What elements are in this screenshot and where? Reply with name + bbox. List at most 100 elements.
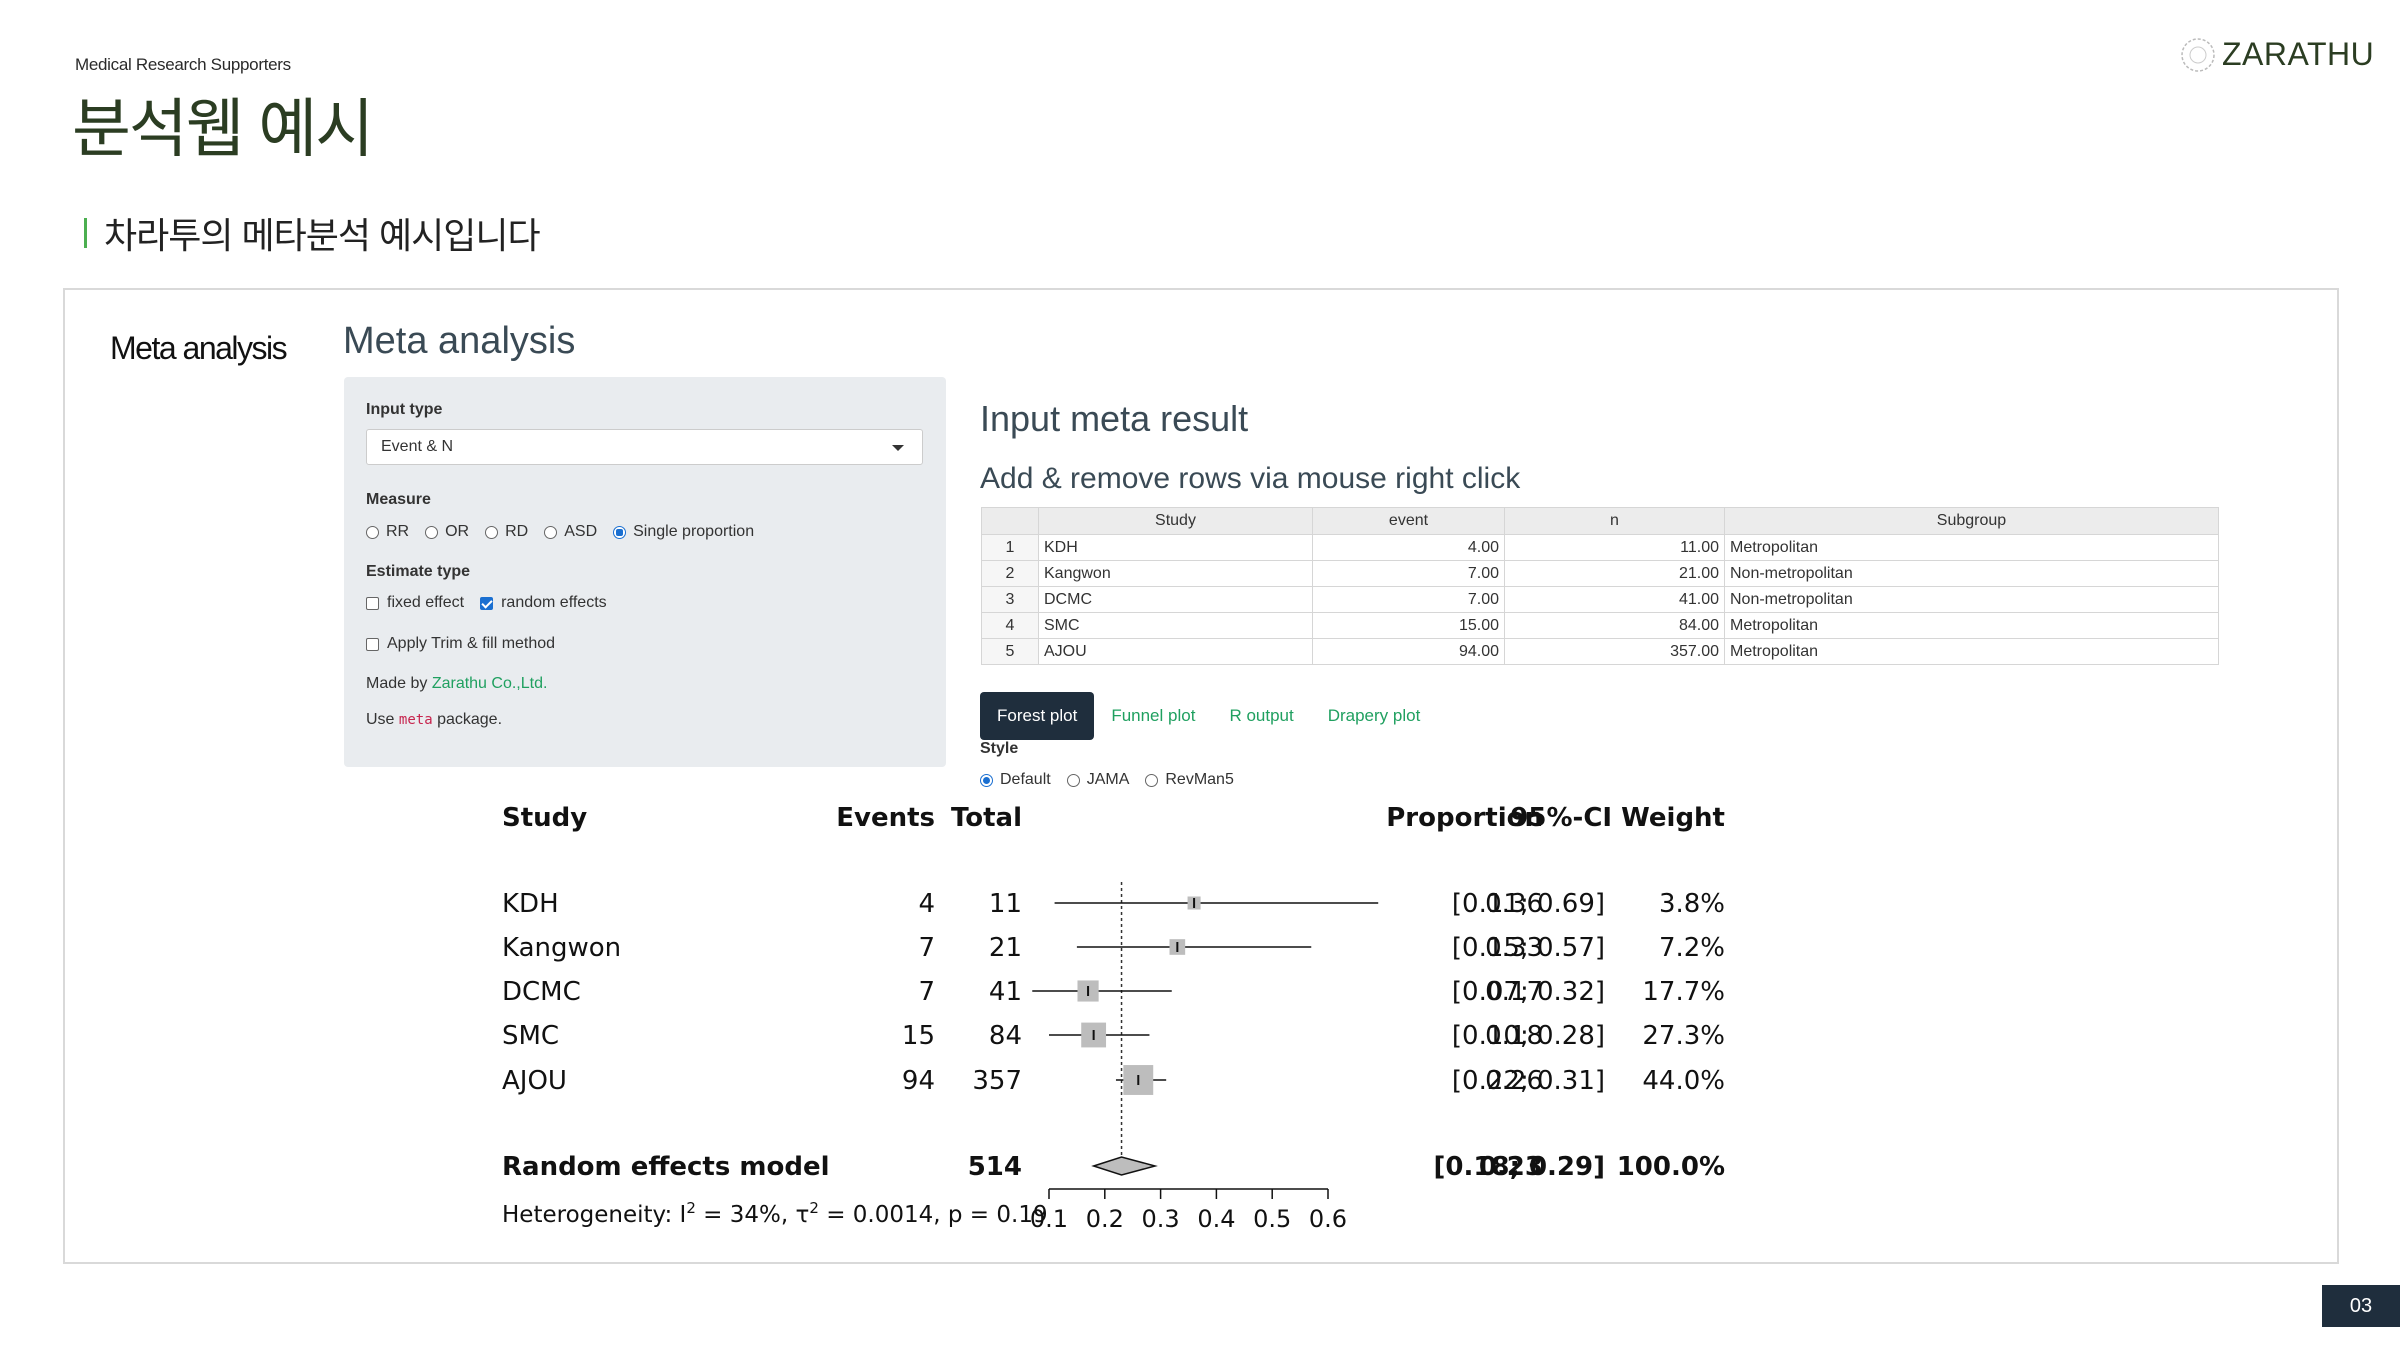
result-subtitle: Add & remove rows via mouse right click: [980, 462, 1521, 495]
made-by-text: Made by Zarathu Co.,Ltd.: [366, 675, 548, 692]
random-effects-checkbox[interactable]: random effects: [480, 594, 607, 612]
radio-icon: [1066, 773, 1080, 787]
study-weight: 17.7%: [1642, 977, 1725, 1007]
cell-subgroup[interactable]: Non-metropolitan: [1724, 586, 2219, 613]
measure-option-rd[interactable]: RD: [485, 523, 528, 541]
tab-r-output[interactable]: R output: [1229, 706, 1294, 725]
x-tick-label: 0.1: [1030, 1205, 1068, 1233]
col-header-events: Events: [836, 803, 935, 833]
x-tick-label: 0.2: [1086, 1205, 1124, 1233]
x-tick-label: 0.5: [1253, 1205, 1291, 1233]
cell-event[interactable]: 15.00: [1312, 612, 1505, 639]
col-header-proportion: Proportion: [1386, 803, 1543, 833]
logo: ZARATHU: [2180, 36, 2374, 73]
row-index: 1: [981, 534, 1039, 561]
cell-event[interactable]: 4.00: [1312, 534, 1505, 561]
trim-fill-checkbox[interactable]: Apply Trim & fill method: [366, 635, 555, 653]
logo-text: ZARATHU: [2222, 36, 2375, 72]
style-radio-group: Default JAMA RevMan5: [980, 771, 1250, 789]
page-title: 분석웹 예시: [72, 93, 374, 165]
study-proportion: 0.36: [1485, 889, 1543, 919]
cell-n[interactable]: 11.00: [1504, 534, 1725, 561]
tab-drapery-plot[interactable]: Drapery plot: [1327, 706, 1421, 725]
col-header-study: Study: [502, 803, 587, 833]
estimate-type-group: fixed effect random effects: [366, 594, 623, 612]
study-events: 94: [902, 1066, 935, 1096]
table-header-event[interactable]: event: [1312, 507, 1505, 535]
input-panel: Input type Event & N Measure RR OR RD AS…: [344, 377, 946, 767]
study-weight: 44.0%: [1642, 1066, 1725, 1096]
cell-event[interactable]: 7.00: [1312, 560, 1505, 587]
zarathu-link[interactable]: Zarathu Co.,Ltd.: [431, 675, 548, 692]
cell-study[interactable]: AJOU: [1038, 638, 1313, 665]
table-row[interactable]: 5 AJOU 94.00 357.00 Metropolitan: [981, 638, 2219, 665]
radio-icon: [544, 525, 558, 539]
study-ci: [0.07; 0.32]: [1452, 977, 1605, 1007]
cell-study[interactable]: Kangwon: [1038, 560, 1313, 587]
data-table[interactable]: Study event n Subgroup 1 KDH 4.00 11.00 …: [981, 507, 2219, 665]
cell-n[interactable]: 357.00: [1504, 638, 1725, 665]
cell-subgroup[interactable]: Metropolitan: [1724, 534, 2219, 561]
cell-study[interactable]: DCMC: [1038, 586, 1313, 613]
cell-n[interactable]: 84.00: [1504, 612, 1725, 639]
study-total: 21: [989, 933, 1022, 963]
forest-plot: Study Events Total Proportion 95%-CI Wei…: [502, 803, 1725, 1233]
cell-study[interactable]: SMC: [1038, 612, 1313, 639]
measure-option-or[interactable]: OR: [425, 523, 469, 541]
table-row[interactable]: 4 SMC 15.00 84.00 Metropolitan: [981, 612, 2219, 639]
cell-subgroup[interactable]: Metropolitan: [1724, 612, 2219, 639]
measure-option-single-proportion[interactable]: Single proportion: [613, 523, 754, 541]
fixed-effect-checkbox[interactable]: fixed effect: [366, 594, 464, 612]
cell-n[interactable]: 41.00: [1504, 586, 1725, 613]
study-total: 357: [972, 1066, 1022, 1096]
section-accent-bar: [84, 218, 87, 248]
col-header-ci-weight: 95%-CI Weight: [1510, 803, 1725, 833]
cell-event[interactable]: 94.00: [1312, 638, 1505, 665]
x-tick-label: 0.4: [1197, 1205, 1235, 1233]
table-header-row: Study event n Subgroup: [981, 507, 2219, 535]
study-name: AJOU: [502, 1066, 567, 1096]
study-weight: 7.2%: [1659, 933, 1725, 963]
pooled-diamond: [1091, 1156, 1158, 1176]
study-events: 15: [902, 1021, 935, 1051]
table-row[interactable]: 2 Kangwon 7.00 21.00 Non-metropolitan: [981, 560, 2219, 587]
pooled-ci: [0.18; 0.29]: [1433, 1152, 1605, 1182]
plot-tabs: Forest plot Funnel plot R output Drapery…: [980, 692, 1437, 740]
style-option-revman5[interactable]: RevMan5: [1145, 771, 1234, 789]
measure-option-rr[interactable]: RR: [366, 523, 409, 541]
study-proportion: 0.33: [1485, 933, 1543, 963]
pooled-weight: 100.0%: [1617, 1152, 1725, 1182]
checkbox-icon: [366, 637, 379, 651]
pooled-total: 514: [968, 1152, 1022, 1182]
sidebar-item-meta-analysis[interactable]: Meta analysis: [110, 330, 288, 366]
input-type-select[interactable]: Event & N: [366, 429, 923, 465]
measure-radio-group: RR OR RD ASD Single proportion: [366, 523, 770, 541]
cell-n[interactable]: 21.00: [1504, 560, 1725, 587]
table-header-n[interactable]: n: [1504, 507, 1725, 535]
study-total: 84: [989, 1021, 1022, 1051]
table-header-subgroup[interactable]: Subgroup: [1724, 507, 2219, 535]
cell-event[interactable]: 7.00: [1312, 586, 1505, 613]
x-tick-label: 0.3: [1142, 1205, 1180, 1233]
table-header-study[interactable]: Study: [1038, 507, 1313, 535]
input-type-value: Event & N: [381, 438, 454, 455]
app-title: Meta analysis: [343, 320, 576, 362]
style-option-default[interactable]: Default: [980, 771, 1051, 789]
cell-study[interactable]: KDH: [1038, 534, 1313, 561]
measure-label: Measure: [366, 491, 431, 508]
measure-option-asd[interactable]: ASD: [544, 523, 597, 541]
style-option-jama[interactable]: JAMA: [1066, 771, 1129, 789]
style-label: Style: [980, 740, 1019, 757]
tab-funnel-plot[interactable]: Funnel plot: [1111, 706, 1196, 725]
logo-icon: [2181, 37, 2215, 72]
pooled-proportion: 0.23: [1479, 1152, 1543, 1182]
table-row[interactable]: 3 DCMC 7.00 41.00 Non-metropolitan: [981, 586, 2219, 613]
study-ci: [0.11; 0.69]: [1452, 889, 1605, 919]
cell-subgroup[interactable]: Metropolitan: [1724, 638, 2219, 665]
study-ci: [0.10; 0.28]: [1452, 1021, 1605, 1051]
cell-subgroup[interactable]: Non-metropolitan: [1724, 560, 2219, 587]
page-number: 03: [2322, 1285, 2400, 1327]
table-row[interactable]: 1 KDH 4.00 11.00 Metropolitan: [981, 534, 2219, 561]
tab-forest-plot[interactable]: Forest plot: [980, 692, 1095, 740]
radio-icon: [425, 525, 439, 539]
